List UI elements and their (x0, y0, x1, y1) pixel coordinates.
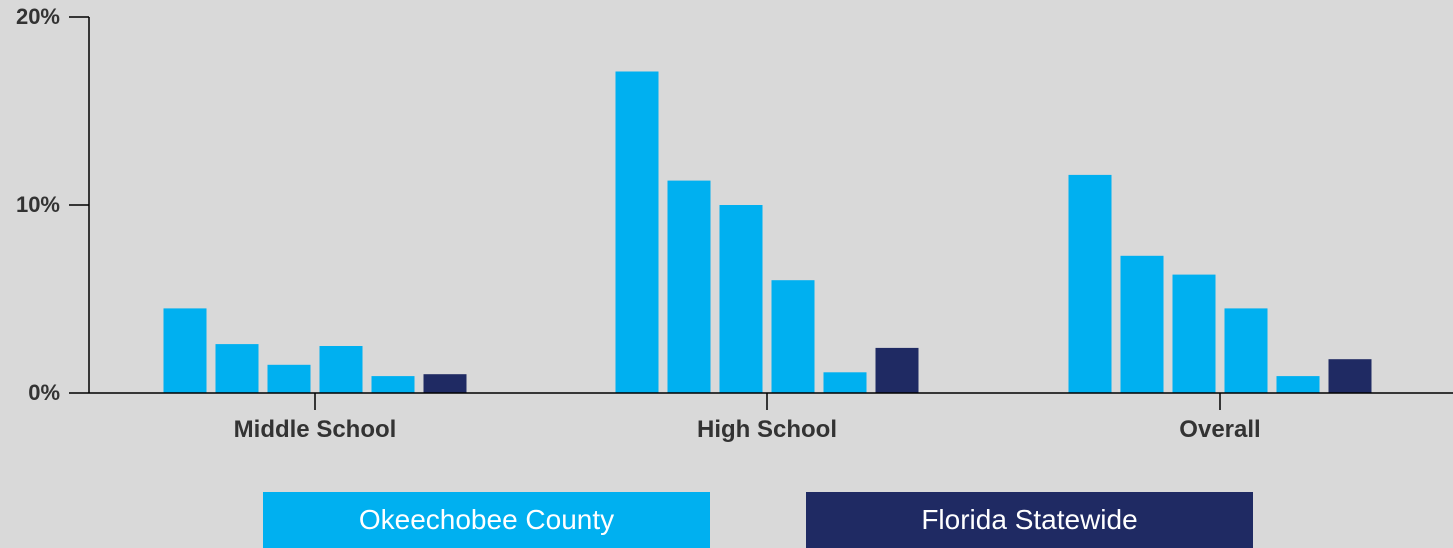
bar-high-school-1 (615, 71, 659, 393)
bar-high-school-6 (875, 347, 919, 393)
bar-high-school-2 (667, 180, 711, 393)
bar-middle-school-6 (423, 374, 467, 393)
legend-label-florida: Florida Statewide (921, 504, 1138, 535)
bar-overall-2 (1120, 255, 1164, 393)
legend-item-okeechobee: Okeechobee County (263, 492, 710, 548)
legend-item-florida: Florida Statewide (806, 492, 1253, 548)
bar-overall-4 (1224, 308, 1268, 393)
bar-overall-5 (1276, 376, 1320, 393)
y-tick-label: 10% (16, 192, 60, 217)
x-tick-label: Overall (1179, 416, 1260, 443)
bar-middle-school-4 (319, 346, 363, 393)
bar-middle-school-5 (371, 376, 415, 393)
x-tick-label: Middle School (234, 416, 397, 443)
bar-overall-6 (1328, 359, 1372, 393)
y-tick-label: 20% (16, 4, 60, 29)
bar-high-school-4 (771, 280, 815, 393)
bar-overall-3 (1172, 274, 1216, 393)
bar-middle-school-3 (267, 364, 311, 393)
legend-label-okeechobee: Okeechobee County (358, 504, 615, 535)
bar-high-school-5 (823, 372, 867, 393)
bar-overall-1 (1068, 174, 1112, 393)
y-tick-label: 0% (28, 380, 60, 405)
x-tick-label: High School (697, 416, 837, 443)
bar-middle-school-2 (215, 344, 259, 393)
bar-middle-school-1 (163, 308, 207, 393)
bar-high-school-3 (719, 205, 763, 393)
